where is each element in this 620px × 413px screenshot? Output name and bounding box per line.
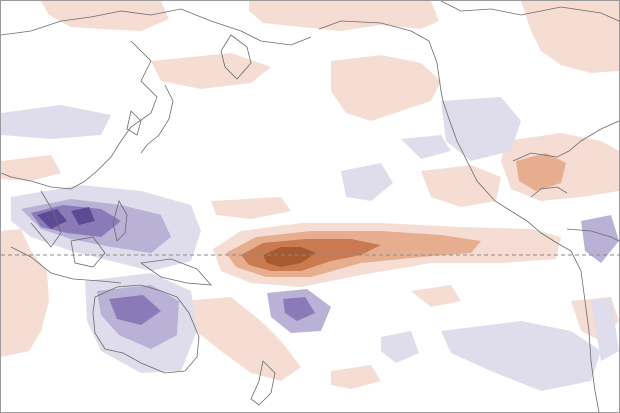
negative-region-australia-strong: [109, 295, 161, 325]
positive-region-indian-ocean-outer: [1, 229, 49, 357]
positive-region-tasman: [181, 297, 301, 381]
negative-region-alaska-south: [441, 97, 521, 161]
coastline-new-zealand: [250, 360, 276, 406]
negative-region-south-america-east: [591, 297, 619, 361]
negative-region-andes: [581, 215, 619, 263]
coastline-canada-arctic: [440, 1, 619, 22]
positive-region-south-central: [331, 365, 381, 389]
negative-region-maritime-core: [37, 209, 67, 229]
negative-region-south-east: [381, 331, 419, 363]
coastline-japan: [140, 84, 174, 154]
negative-region-northwest: [1, 105, 111, 139]
coastline-australia: [92, 284, 200, 374]
positive-region-baja: [421, 165, 501, 207]
positive-region-bering: [521, 1, 619, 73]
coastline-siberia: [1, 8, 312, 46]
positive-region-central-north: [211, 197, 291, 219]
positive-region-south-east: [411, 285, 461, 307]
positive-region-west-china: [1, 155, 61, 181]
positive-region-gulf-mexico: [516, 153, 566, 191]
positive-region-siberia: [41, 1, 169, 31]
coastline-new-guinea: [139, 258, 212, 286]
coastline-south-america: [556, 242, 600, 412]
negative-region-south-central-core: [283, 297, 315, 321]
positive-region-equatorial-core: [263, 247, 316, 267]
coastline-alaska: [318, 20, 444, 102]
coastline-east-asia: [1, 40, 158, 190]
coastline-philippines: [112, 199, 128, 242]
negative-region-chile: [441, 321, 601, 391]
coastline-kamchatka: [220, 34, 252, 80]
coastline-sumatra-java: [10, 246, 122, 284]
coastline-gulf-mexico: [512, 120, 619, 162]
positive-region-japan-east: [151, 53, 271, 89]
negative-region-north-east: [401, 135, 451, 159]
positive-region-gulf-alaska: [331, 55, 441, 121]
negative-region-central-north: [341, 163, 393, 201]
coastline-borneo: [70, 236, 106, 268]
coastline-korea: [126, 110, 142, 136]
coastline-south-america-east: [566, 228, 619, 242]
positive-region-north-pacific: [249, 1, 439, 31]
coastline-north-america-west: [442, 100, 558, 244]
coastline-caribbean: [530, 186, 568, 198]
negative-anomaly-regions: [1, 97, 619, 391]
negative-region-borneo-core: [71, 207, 95, 225]
coastline-indochina: [30, 190, 62, 248]
